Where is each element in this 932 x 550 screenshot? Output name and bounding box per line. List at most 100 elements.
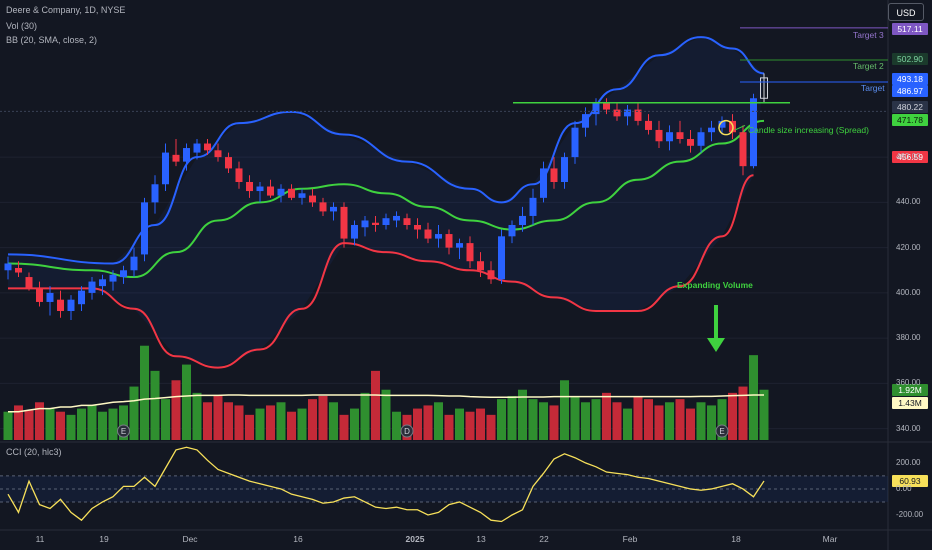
price-tick: 360.00 <box>896 378 921 388</box>
volume-bar <box>66 414 76 440</box>
volume-legend: Vol (30) <box>6 21 38 31</box>
event-marker <box>400 424 414 438</box>
volume-bar <box>245 414 254 440</box>
price-tag: 1.92M <box>892 384 928 396</box>
candle <box>687 139 694 146</box>
bb-upper-line <box>7 36 765 265</box>
price-tick: 420.00 <box>896 242 921 252</box>
candle <box>739 132 747 167</box>
candle <box>529 197 537 216</box>
candle <box>109 274 117 282</box>
candle <box>540 168 547 198</box>
volume-bar <box>3 411 13 440</box>
cci-tick: -200.00 <box>896 509 924 519</box>
volume-bar <box>297 408 307 440</box>
event-marker <box>715 424 729 438</box>
candle <box>676 132 684 139</box>
volume-bar <box>276 402 286 440</box>
volume-bar <box>129 386 139 440</box>
volume-bar <box>150 370 160 440</box>
candle <box>655 129 663 142</box>
candle <box>256 186 264 192</box>
candle <box>403 218 411 225</box>
candle <box>760 77 768 99</box>
time-tick: 18 <box>731 534 741 544</box>
candle <box>235 168 243 182</box>
price-tag: 493.18 <box>892 73 928 85</box>
volume-bar <box>171 380 181 440</box>
candle <box>708 127 715 133</box>
volume-bar <box>35 402 44 440</box>
candle <box>351 225 358 239</box>
candle <box>697 132 705 146</box>
candle <box>487 270 495 280</box>
candle <box>183 148 190 162</box>
price-tick: 340.00 <box>896 423 921 433</box>
highlight-circle <box>718 119 734 136</box>
target2-label: Target 2 <box>853 61 884 71</box>
time-tick: 19 <box>99 534 109 544</box>
volume-bar <box>528 399 538 440</box>
candle <box>435 234 442 239</box>
currency-button[interactable]: USD <box>888 3 924 21</box>
volume-bar <box>602 392 611 440</box>
volume-note: Expanding Volume <box>677 280 753 290</box>
volume-bar <box>350 408 359 440</box>
cci-tick: 0.00 <box>896 483 912 493</box>
volume-bar <box>119 405 128 440</box>
volume-bar <box>413 408 422 440</box>
candle <box>561 157 568 182</box>
candle <box>550 168 558 182</box>
price-tick: 460.00 <box>896 152 921 162</box>
candle <box>393 215 400 221</box>
candle <box>634 109 642 121</box>
candle <box>67 299 75 311</box>
volume-bar <box>749 355 758 440</box>
volume-bar <box>728 392 737 440</box>
volume-bar <box>455 408 464 440</box>
volume-bar <box>14 405 23 440</box>
time-tick: 16 <box>293 534 303 544</box>
candle <box>519 215 526 225</box>
candle <box>603 102 610 110</box>
candle <box>46 292 54 302</box>
volume-bar <box>56 411 65 440</box>
candle <box>151 184 159 203</box>
event-label: D <box>404 427 410 436</box>
candle <box>309 195 316 203</box>
candle <box>172 154 180 162</box>
candle <box>445 234 453 248</box>
volume-bar <box>213 396 223 440</box>
volume-bar <box>707 405 716 440</box>
event-marker <box>117 424 130 438</box>
price-tag: 502.90 <box>892 53 928 65</box>
volume-bar <box>444 414 454 440</box>
time-tick: 2025 <box>405 534 425 544</box>
volume-bar <box>87 405 97 440</box>
volume-bar <box>108 408 118 440</box>
candle <box>750 98 757 167</box>
candle <box>645 120 652 130</box>
candle <box>57 299 64 311</box>
candle <box>508 225 516 237</box>
volume-arrow-head <box>707 338 725 352</box>
volume-bar <box>570 396 580 440</box>
candle <box>277 188 285 196</box>
volume-bar <box>696 402 706 440</box>
symbol-legend: Deere & Company, 1D, NYSE <box>6 5 126 15</box>
price-tag: 60.93 <box>892 475 928 487</box>
time-tick: 11 <box>35 534 45 544</box>
candle <box>592 102 600 115</box>
volume-bar <box>182 364 191 440</box>
candle <box>582 114 589 128</box>
cci-tick: 200.00 <box>896 457 921 467</box>
price-tick: 380.00 <box>896 333 921 343</box>
target1-label: Target <box>861 83 885 93</box>
candle <box>130 256 138 271</box>
candle <box>372 222 379 225</box>
volume-bar <box>45 408 55 440</box>
candle <box>424 229 432 239</box>
candle <box>88 281 96 293</box>
volume-bar <box>255 408 265 440</box>
